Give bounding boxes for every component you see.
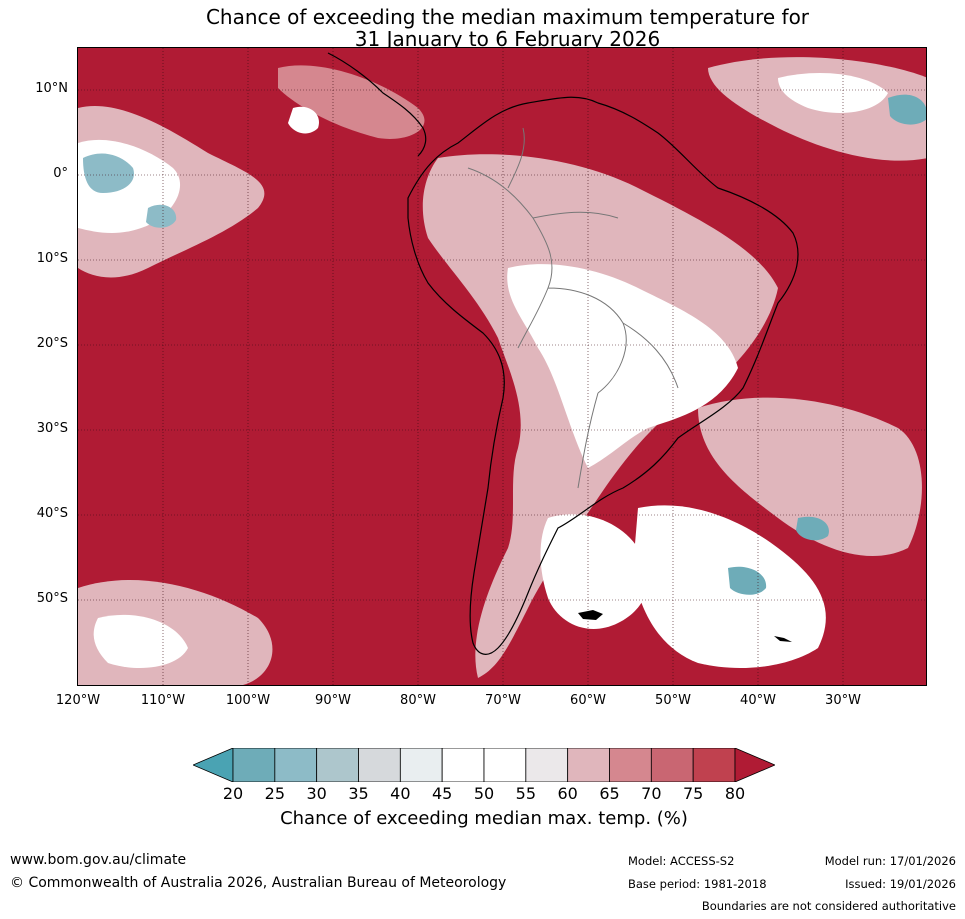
south-pacific-white bbox=[93, 614, 188, 668]
colorbar-tick-label: 25 bbox=[264, 784, 286, 803]
colorbar-tick-label: 45 bbox=[431, 784, 453, 803]
lon-label-110w: 110°W bbox=[140, 693, 186, 708]
colorbar-segment bbox=[525, 748, 569, 782]
issued-date: Issued: 19/01/2026 bbox=[845, 877, 956, 891]
south-america-coastline bbox=[407, 96, 799, 655]
country-borders bbox=[467, 127, 679, 489]
colorbar-tick-label: 55 bbox=[515, 784, 537, 803]
central-america-coastline bbox=[327, 52, 427, 157]
colorbar-segment bbox=[650, 748, 694, 782]
lon-label-100w: 100°W bbox=[225, 693, 271, 708]
colorbar-tick-label: 65 bbox=[599, 784, 620, 803]
lon-label-50w: 50°W bbox=[655, 693, 691, 708]
source-url: www.bom.gov.au/climate bbox=[10, 852, 187, 868]
colorbar-segment bbox=[232, 748, 276, 782]
colorbar-segment bbox=[274, 748, 318, 782]
colorbar-tick-label: 30 bbox=[306, 784, 327, 803]
lon-label-90w: 90°W bbox=[315, 693, 351, 708]
colorbar-segment bbox=[483, 748, 527, 782]
map-canvas bbox=[78, 48, 926, 685]
lat-label-0: 0° bbox=[53, 166, 68, 181]
colorbar-segment bbox=[358, 748, 401, 782]
atlantic-white-region bbox=[633, 505, 826, 668]
lat-label-20s: 20°S bbox=[36, 336, 68, 351]
atlantic-cool-spot bbox=[728, 516, 829, 595]
lon-label-30w: 30°W bbox=[825, 693, 861, 708]
map-title-line2: 31 January to 6 February 2026 bbox=[354, 27, 661, 51]
lon-label-80w: 80°W bbox=[400, 693, 436, 708]
map-title-line1: Chance of exceeding the median maximum t… bbox=[205, 5, 810, 29]
colorbar-tick-label: 70 bbox=[641, 784, 662, 803]
colorbar-segments bbox=[193, 748, 775, 782]
northeast-cool-core bbox=[888, 94, 926, 125]
colorbar-tick-label: 40 bbox=[390, 784, 411, 803]
northeast-white-core bbox=[778, 73, 888, 113]
colorbar-tick-label: 75 bbox=[682, 784, 704, 803]
lat-label-10s: 10°S bbox=[36, 251, 68, 266]
lon-label-70w: 70°W bbox=[485, 693, 521, 708]
colorbar-high-extension bbox=[734, 748, 775, 782]
colorbar-label: Chance of exceeding median max. temp. (%… bbox=[280, 808, 688, 829]
colorbar-segment bbox=[692, 748, 736, 782]
base-period: Base period: 1981-2018 bbox=[628, 877, 767, 891]
southern-white-region bbox=[540, 514, 649, 629]
colorbar bbox=[193, 748, 775, 782]
colorbar-segment bbox=[441, 748, 485, 782]
colorbar-segment bbox=[567, 748, 610, 782]
lon-label-40w: 40°W bbox=[740, 693, 776, 708]
colorbar-tick-label: 60 bbox=[557, 784, 578, 803]
caribbean-pale-area bbox=[278, 65, 425, 139]
colorbar-tick-label: 80 bbox=[724, 784, 746, 803]
model-name: Model: ACCESS-S2 bbox=[628, 854, 735, 868]
colorbar-segment bbox=[609, 748, 652, 782]
lon-label-60w: 60°W bbox=[570, 693, 606, 708]
atlantic-pale-region bbox=[698, 397, 922, 557]
lon-label-120w: 120°W bbox=[55, 693, 101, 708]
colorbar-low-extension bbox=[193, 748, 234, 782]
colorbar-segment bbox=[316, 748, 359, 782]
lat-label-40s: 40°S bbox=[36, 506, 68, 521]
south-georgia bbox=[774, 636, 792, 642]
copyright-notice: © Commonwealth of Australia 2026, Austra… bbox=[10, 875, 507, 891]
lat-label-30s: 30°S bbox=[36, 421, 68, 436]
lat-label-50s: 50°S bbox=[36, 591, 68, 606]
colorbar-tick-label: 50 bbox=[473, 784, 495, 803]
colorbar-tick-label: 35 bbox=[348, 784, 369, 803]
colorbar-segment bbox=[399, 748, 443, 782]
colorbar-tick-label: 20 bbox=[222, 784, 244, 803]
graticule bbox=[78, 48, 926, 685]
probability-map bbox=[77, 47, 927, 686]
pacific-cool-core bbox=[83, 153, 177, 228]
lat-label-10n: 10°N bbox=[35, 81, 68, 96]
continent-white-region bbox=[507, 264, 738, 468]
model-run-date: Model run: 17/01/2026 bbox=[824, 854, 956, 868]
boundary-disclaimer: Boundaries are not considered authoritat… bbox=[701, 899, 956, 913]
falkland-islands bbox=[578, 610, 603, 620]
caribbean-pale-core bbox=[288, 106, 319, 134]
